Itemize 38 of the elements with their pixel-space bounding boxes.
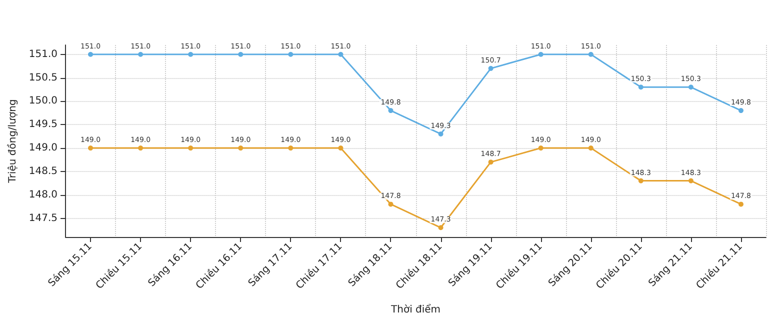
- point: [288, 146, 294, 151]
- y-tick-label: 147.5: [28, 212, 58, 224]
- point: [638, 178, 644, 184]
- point: [738, 202, 744, 207]
- y-tick-label: 148.5: [28, 166, 58, 177]
- point: [438, 225, 444, 230]
- point: [388, 202, 394, 207]
- point: [88, 52, 94, 57]
- point: [438, 131, 444, 136]
- point: [238, 52, 244, 57]
- point: [338, 52, 344, 57]
- point: [338, 146, 344, 151]
- y-tick-label: 148.0: [28, 189, 58, 200]
- point: [588, 52, 594, 57]
- y-axis-title: Triệu đồng/lượng: [6, 99, 18, 184]
- y-tick-label: 149.5: [28, 119, 58, 130]
- point: [138, 146, 144, 151]
- y-tick-label: 150.0: [28, 96, 58, 107]
- point: [738, 108, 744, 114]
- x-axis-title: Thời điểm: [390, 304, 441, 316]
- y-tick-label: 151.0: [28, 48, 58, 60]
- point: [388, 108, 394, 114]
- point: [288, 52, 294, 57]
- point: [188, 146, 194, 151]
- y-tick-label: 149.0: [28, 142, 58, 154]
- point: [538, 146, 544, 151]
- point: [488, 160, 494, 165]
- y-tick-label: 150.5: [28, 72, 58, 84]
- point: [88, 146, 94, 151]
- point: [638, 84, 644, 90]
- point: [138, 52, 144, 57]
- point: [238, 146, 244, 151]
- point: [688, 178, 694, 184]
- point: [538, 52, 544, 57]
- point: [488, 66, 494, 71]
- point: [688, 84, 694, 90]
- point: [188, 52, 194, 57]
- point: [588, 146, 594, 151]
